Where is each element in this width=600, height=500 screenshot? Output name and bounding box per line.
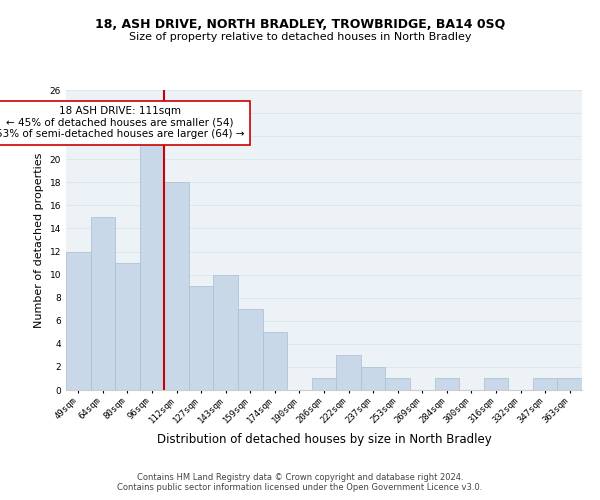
Bar	[189, 286, 214, 390]
Text: 18, ASH DRIVE, NORTH BRADLEY, TROWBRIDGE, BA14 0SQ: 18, ASH DRIVE, NORTH BRADLEY, TROWBRIDGE…	[95, 18, 505, 30]
Bar	[214, 274, 238, 390]
Bar	[91, 217, 115, 390]
Bar	[312, 378, 336, 390]
X-axis label: Distribution of detached houses by size in North Bradley: Distribution of detached houses by size …	[157, 433, 491, 446]
Bar	[238, 309, 263, 390]
Bar	[115, 263, 140, 390]
Bar	[336, 356, 361, 390]
Y-axis label: Number of detached properties: Number of detached properties	[34, 152, 44, 328]
Bar	[533, 378, 557, 390]
Text: 18 ASH DRIVE: 111sqm
← 45% of detached houses are smaller (54)
53% of semi-detac: 18 ASH DRIVE: 111sqm ← 45% of detached h…	[0, 106, 244, 140]
Bar	[66, 252, 91, 390]
Text: Size of property relative to detached houses in North Bradley: Size of property relative to detached ho…	[129, 32, 471, 42]
Bar	[557, 378, 582, 390]
Bar	[263, 332, 287, 390]
Bar	[140, 136, 164, 390]
Bar	[484, 378, 508, 390]
Bar	[434, 378, 459, 390]
Text: Contains HM Land Registry data © Crown copyright and database right 2024.
Contai: Contains HM Land Registry data © Crown c…	[118, 473, 482, 492]
Bar	[164, 182, 189, 390]
Bar	[385, 378, 410, 390]
Bar	[361, 367, 385, 390]
